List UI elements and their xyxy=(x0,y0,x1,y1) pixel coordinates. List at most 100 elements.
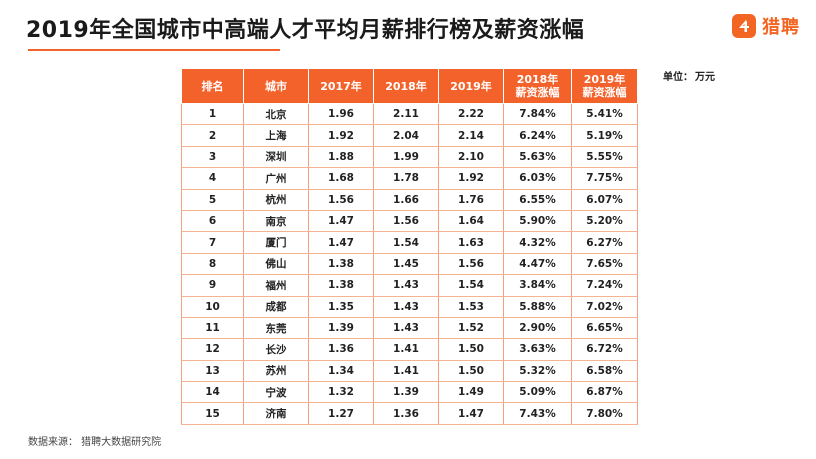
rank-cell: 13 xyxy=(181,359,244,383)
city-cell: 广州 xyxy=(243,167,309,190)
city-cell: 成都 xyxy=(243,295,309,318)
salary-2017-cell: 1.68 xyxy=(308,167,374,190)
growth-2019-cell: 6.07% xyxy=(571,188,638,211)
column-header-growth-2018: 2018年 薪资涨幅 xyxy=(503,68,572,104)
salary-2018-cell: 1.99 xyxy=(373,145,439,169)
city-cell: 杭州 xyxy=(243,188,309,211)
salary-2019-cell: 2.22 xyxy=(438,102,504,126)
rank-cell: 12 xyxy=(181,338,244,361)
growth-2018-cell: 5.88% xyxy=(503,295,572,318)
table-row: 11 东莞 1.39 1.43 1.52 2.90% 6.65% xyxy=(181,316,638,340)
growth-2018-cell: 2.90% xyxy=(503,316,572,340)
salary-2017-cell: 1.96 xyxy=(308,102,374,126)
table-row: 7 厦门 1.47 1.54 1.63 4.32% 6.27% xyxy=(181,231,638,254)
salary-2019-cell: 2.10 xyxy=(438,145,504,169)
growth-2018-cell: 6.03% xyxy=(503,167,572,190)
column-header-city: 城市 xyxy=(243,68,309,104)
growth-2018-cell: 4.47% xyxy=(503,252,572,276)
rank-cell: 4 xyxy=(181,167,244,190)
column-header-growth-2019: 2019年 薪资涨幅 xyxy=(571,68,638,104)
growth-2018-cell: 6.55% xyxy=(503,188,572,211)
rank-cell: 1 xyxy=(181,102,244,126)
rank-cell: 10 xyxy=(181,295,244,318)
salary-2017-cell: 1.56 xyxy=(308,188,374,211)
city-cell: 南京 xyxy=(243,209,309,233)
salary-2017-cell: 1.27 xyxy=(308,402,374,425)
growth-2018-cell: 6.24% xyxy=(503,124,572,147)
city-cell: 济南 xyxy=(243,402,309,425)
growth-2019-cell: 5.20% xyxy=(571,209,638,233)
table-header-row: 排名 城市 2017年 2018年 2019年 2018年 薪资涨幅 2019年 薪资涨幅 xyxy=(181,68,638,104)
salary-2019-cell: 1.76 xyxy=(438,188,504,211)
salary-2018-cell: 1.78 xyxy=(373,167,439,190)
salary-2019-cell: 2.14 xyxy=(438,124,504,147)
salary-2018-cell: 2.11 xyxy=(373,102,439,126)
table-row: 9 福州 1.38 1.43 1.54 3.84% 7.24% xyxy=(181,274,638,297)
salary-2018-cell: 1.41 xyxy=(373,338,439,361)
table-row: 10 成都 1.35 1.43 1.53 5.88% 7.02% xyxy=(181,295,638,318)
city-cell: 佛山 xyxy=(243,252,309,276)
salary-2017-cell: 1.47 xyxy=(308,209,374,233)
rank-cell: 3 xyxy=(181,145,244,169)
table-row: 3 深圳 1.88 1.99 2.10 5.63% 5.55% xyxy=(181,145,638,169)
growth-2018-cell: 5.90% xyxy=(503,209,572,233)
growth-2019-cell: 5.55% xyxy=(571,145,638,169)
city-cell: 深圳 xyxy=(243,145,309,169)
salary-2018-cell: 1.36 xyxy=(373,402,439,425)
salary-2017-cell: 1.35 xyxy=(308,295,374,318)
table-row: 12 长沙 1.36 1.41 1.50 3.63% 6.72% xyxy=(181,338,638,361)
salary-2019-cell: 1.52 xyxy=(438,316,504,340)
page-title: 2019年全国城市中高端人才平均月薪排行榜及薪资涨幅 xyxy=(26,18,585,43)
rank-cell: 5 xyxy=(181,188,244,211)
table-row: 8 佛山 1.38 1.45 1.56 4.47% 7.65% xyxy=(181,252,638,276)
salary-2018-cell: 1.39 xyxy=(373,381,439,404)
column-header-y2019: 2019年 xyxy=(438,68,504,104)
salary-2017-cell: 1.88 xyxy=(308,145,374,169)
salary-2017-cell: 1.32 xyxy=(308,381,374,404)
brand-logo: 猎聘 xyxy=(732,13,800,39)
growth-2019-cell: 6.72% xyxy=(571,338,638,361)
city-cell: 厦门 xyxy=(243,231,309,254)
column-header-y2017: 2017年 xyxy=(308,68,374,104)
rank-cell: 15 xyxy=(181,402,244,425)
growth-2019-cell: 7.24% xyxy=(571,274,638,297)
salary-2017-cell: 1.39 xyxy=(308,316,374,340)
city-cell: 苏州 xyxy=(243,359,309,383)
table-row: 15 济南 1.27 1.36 1.47 7.43% 7.80% xyxy=(181,402,638,425)
unit-value: 万元 xyxy=(695,72,715,83)
city-cell: 宁波 xyxy=(243,381,309,404)
growth-2019-cell: 7.02% xyxy=(571,295,638,318)
growth-2018-cell: 4.32% xyxy=(503,231,572,254)
data-source-note: 数据来源： 猎聘大数据研究院 xyxy=(28,437,162,448)
growth-2019-cell: 7.65% xyxy=(571,252,638,276)
salary-2019-cell: 1.56 xyxy=(438,252,504,276)
table-row: 4 广州 1.68 1.78 1.92 6.03% 7.75% xyxy=(181,167,638,190)
city-cell: 北京 xyxy=(243,102,309,126)
table-row: 5 杭州 1.56 1.66 1.76 6.55% 6.07% xyxy=(181,188,638,211)
unit-prefix: 单位： xyxy=(663,72,693,83)
growth-2018-cell: 3.63% xyxy=(503,338,572,361)
growth-2019-cell: 7.75% xyxy=(571,167,638,190)
salary-2017-cell: 1.92 xyxy=(308,124,374,147)
salary-2019-cell: 1.53 xyxy=(438,295,504,318)
table-row: 6 南京 1.47 1.56 1.64 5.90% 5.20% xyxy=(181,209,638,233)
salary-2019-cell: 1.50 xyxy=(438,359,504,383)
city-cell: 长沙 xyxy=(243,338,309,361)
growth-2019-cell: 6.65% xyxy=(571,316,638,340)
growth-2018-cell: 7.84% xyxy=(503,102,572,126)
growth-2018-cell: 7.43% xyxy=(503,402,572,425)
city-cell: 东莞 xyxy=(243,316,309,340)
table-body: 1 北京 1.96 2.11 2.22 7.84% 5.41% 2 上海 1.92 2.04 2.14… xyxy=(181,102,638,425)
salary-2018-cell: 1.43 xyxy=(373,295,439,318)
salary-2019-cell: 1.49 xyxy=(438,381,504,404)
growth-2019-cell: 6.58% xyxy=(571,359,638,383)
growth-2019-cell: 6.87% xyxy=(571,381,638,404)
salary-2018-cell: 1.56 xyxy=(373,209,439,233)
rank-cell: 6 xyxy=(181,209,244,233)
table-row: 13 苏州 1.34 1.41 1.50 5.32% 6.58% xyxy=(181,359,638,383)
city-cell: 上海 xyxy=(243,124,309,147)
salary-2018-cell: 1.43 xyxy=(373,274,439,297)
rank-cell: 8 xyxy=(181,252,244,276)
salary-2017-cell: 1.36 xyxy=(308,338,374,361)
table-row: 1 北京 1.96 2.11 2.22 7.84% 5.41% xyxy=(181,102,638,126)
